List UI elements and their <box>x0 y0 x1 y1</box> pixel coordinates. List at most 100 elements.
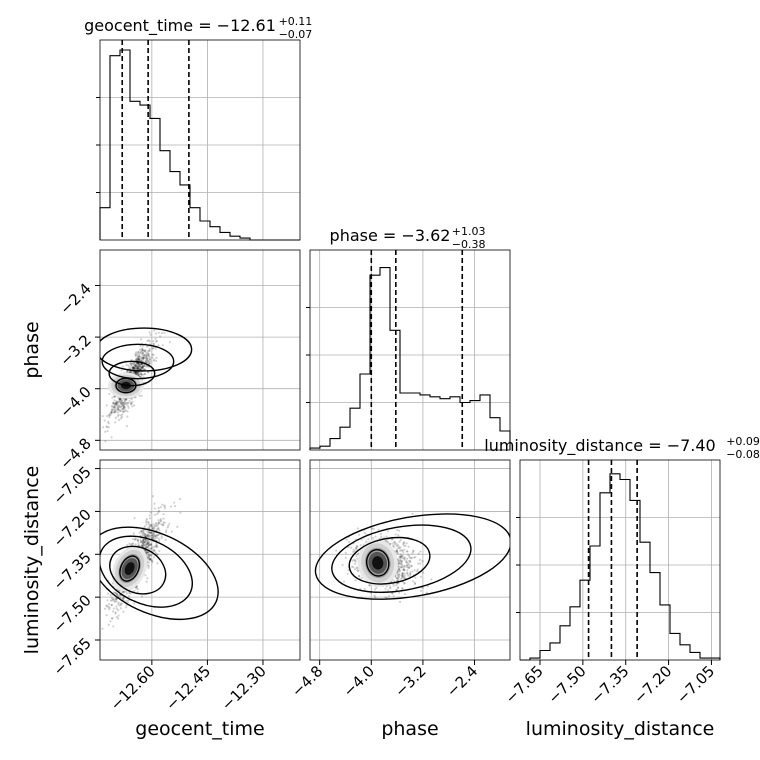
scatter-point <box>153 534 156 537</box>
scatter-point <box>398 574 401 577</box>
scatter-point <box>142 531 145 534</box>
scatter-point <box>148 539 151 543</box>
scatter-point <box>119 607 123 610</box>
scatter-point <box>156 553 159 556</box>
scatter-point <box>127 402 130 405</box>
scatter-point <box>142 367 145 370</box>
scatter-point <box>148 543 151 547</box>
scatter-point <box>395 588 398 592</box>
title-minus-geocent_time: −0.07 <box>279 28 313 41</box>
scatter-point <box>112 607 115 610</box>
x-tick-label: −3.2 <box>391 662 429 700</box>
scatter-point <box>136 367 139 370</box>
scatter-point <box>149 547 152 550</box>
scatter-point <box>137 373 140 377</box>
scatter-point <box>397 573 401 576</box>
hist-bar <box>640 542 650 660</box>
scatter-point <box>356 552 359 556</box>
scatter-point <box>406 569 409 572</box>
scatter-point <box>151 534 154 537</box>
scatter-point <box>137 373 140 376</box>
scatter-point <box>401 565 404 569</box>
scatter-point <box>166 526 169 529</box>
scatter-point <box>393 543 396 546</box>
scatter-point <box>112 401 115 404</box>
scatter-point <box>146 577 149 580</box>
scatter-point <box>148 536 151 539</box>
scatter-point <box>425 591 428 594</box>
scatter-point <box>147 533 150 536</box>
scatter-point <box>133 370 136 374</box>
hist-bar <box>380 268 390 450</box>
scatter-point <box>153 526 156 529</box>
scatter-point <box>137 351 140 354</box>
scatter-point <box>405 565 408 569</box>
scatter-point <box>395 551 399 554</box>
scatter-point <box>137 357 140 360</box>
scatter-point <box>402 566 405 569</box>
scatter-point <box>112 598 115 601</box>
scatter-point <box>157 344 160 347</box>
scatter-point <box>139 350 143 353</box>
scatter-point <box>121 403 124 406</box>
scatter-point <box>157 527 160 530</box>
scatter-point <box>152 535 155 539</box>
scatter-point <box>122 407 125 410</box>
scatter-point <box>143 368 146 371</box>
scatter-point <box>396 576 399 580</box>
scatter-point <box>146 542 149 545</box>
scatter-point <box>144 355 148 358</box>
scatter-point <box>109 620 112 623</box>
scatter-point <box>391 538 394 541</box>
scatter-point <box>155 544 158 548</box>
scatter-point <box>157 331 160 334</box>
scatter-point <box>384 539 387 542</box>
scatter-point <box>137 364 140 367</box>
scatter-point <box>403 565 406 568</box>
scatter-point <box>377 528 380 531</box>
scatter-point <box>150 534 154 537</box>
scatter-point <box>143 540 146 544</box>
scatter-point <box>140 373 143 376</box>
scatter-point <box>136 367 139 370</box>
scatter-point <box>402 568 405 571</box>
scatter-point <box>155 528 159 531</box>
scatter-point <box>355 548 358 551</box>
scatter-point <box>105 404 108 407</box>
scatter-point <box>419 575 423 578</box>
scatter-point <box>147 534 150 538</box>
panel-frame <box>99 39 301 241</box>
scatter-point <box>141 545 144 548</box>
scatter-point <box>137 355 140 358</box>
x-tick-label: −12.45 <box>162 662 214 714</box>
scatter-point <box>411 552 414 555</box>
scatter-point <box>155 523 158 526</box>
scatter-point <box>386 530 390 533</box>
scatter-point <box>408 566 411 569</box>
scatter-point <box>110 411 113 414</box>
scatter-point <box>110 617 114 620</box>
scatter-point <box>143 356 146 359</box>
hist-panel-geocent_time <box>96 39 301 241</box>
scatter-point <box>113 395 116 399</box>
scatter-point <box>125 398 128 402</box>
scatter-point <box>157 510 160 514</box>
scatter-point <box>143 368 147 371</box>
scatter-point <box>122 610 125 613</box>
scatter-point <box>151 356 154 359</box>
scatter-point <box>140 363 143 366</box>
scatter-point <box>133 367 136 370</box>
scatter-point <box>395 544 398 547</box>
scatter-point <box>146 542 149 545</box>
density-panel-phase-luminosity_distance <box>309 459 511 661</box>
scatter-point <box>395 548 398 551</box>
y-axis-label-phase: phase <box>21 321 43 378</box>
scatter-point <box>143 540 147 544</box>
scatter-point <box>140 348 144 351</box>
scatter-point <box>123 407 126 411</box>
scatter-point <box>379 532 382 536</box>
scatter-point <box>133 364 136 367</box>
scatter-point <box>123 399 127 403</box>
scatter-point <box>152 531 155 534</box>
scatter-point <box>117 614 120 617</box>
